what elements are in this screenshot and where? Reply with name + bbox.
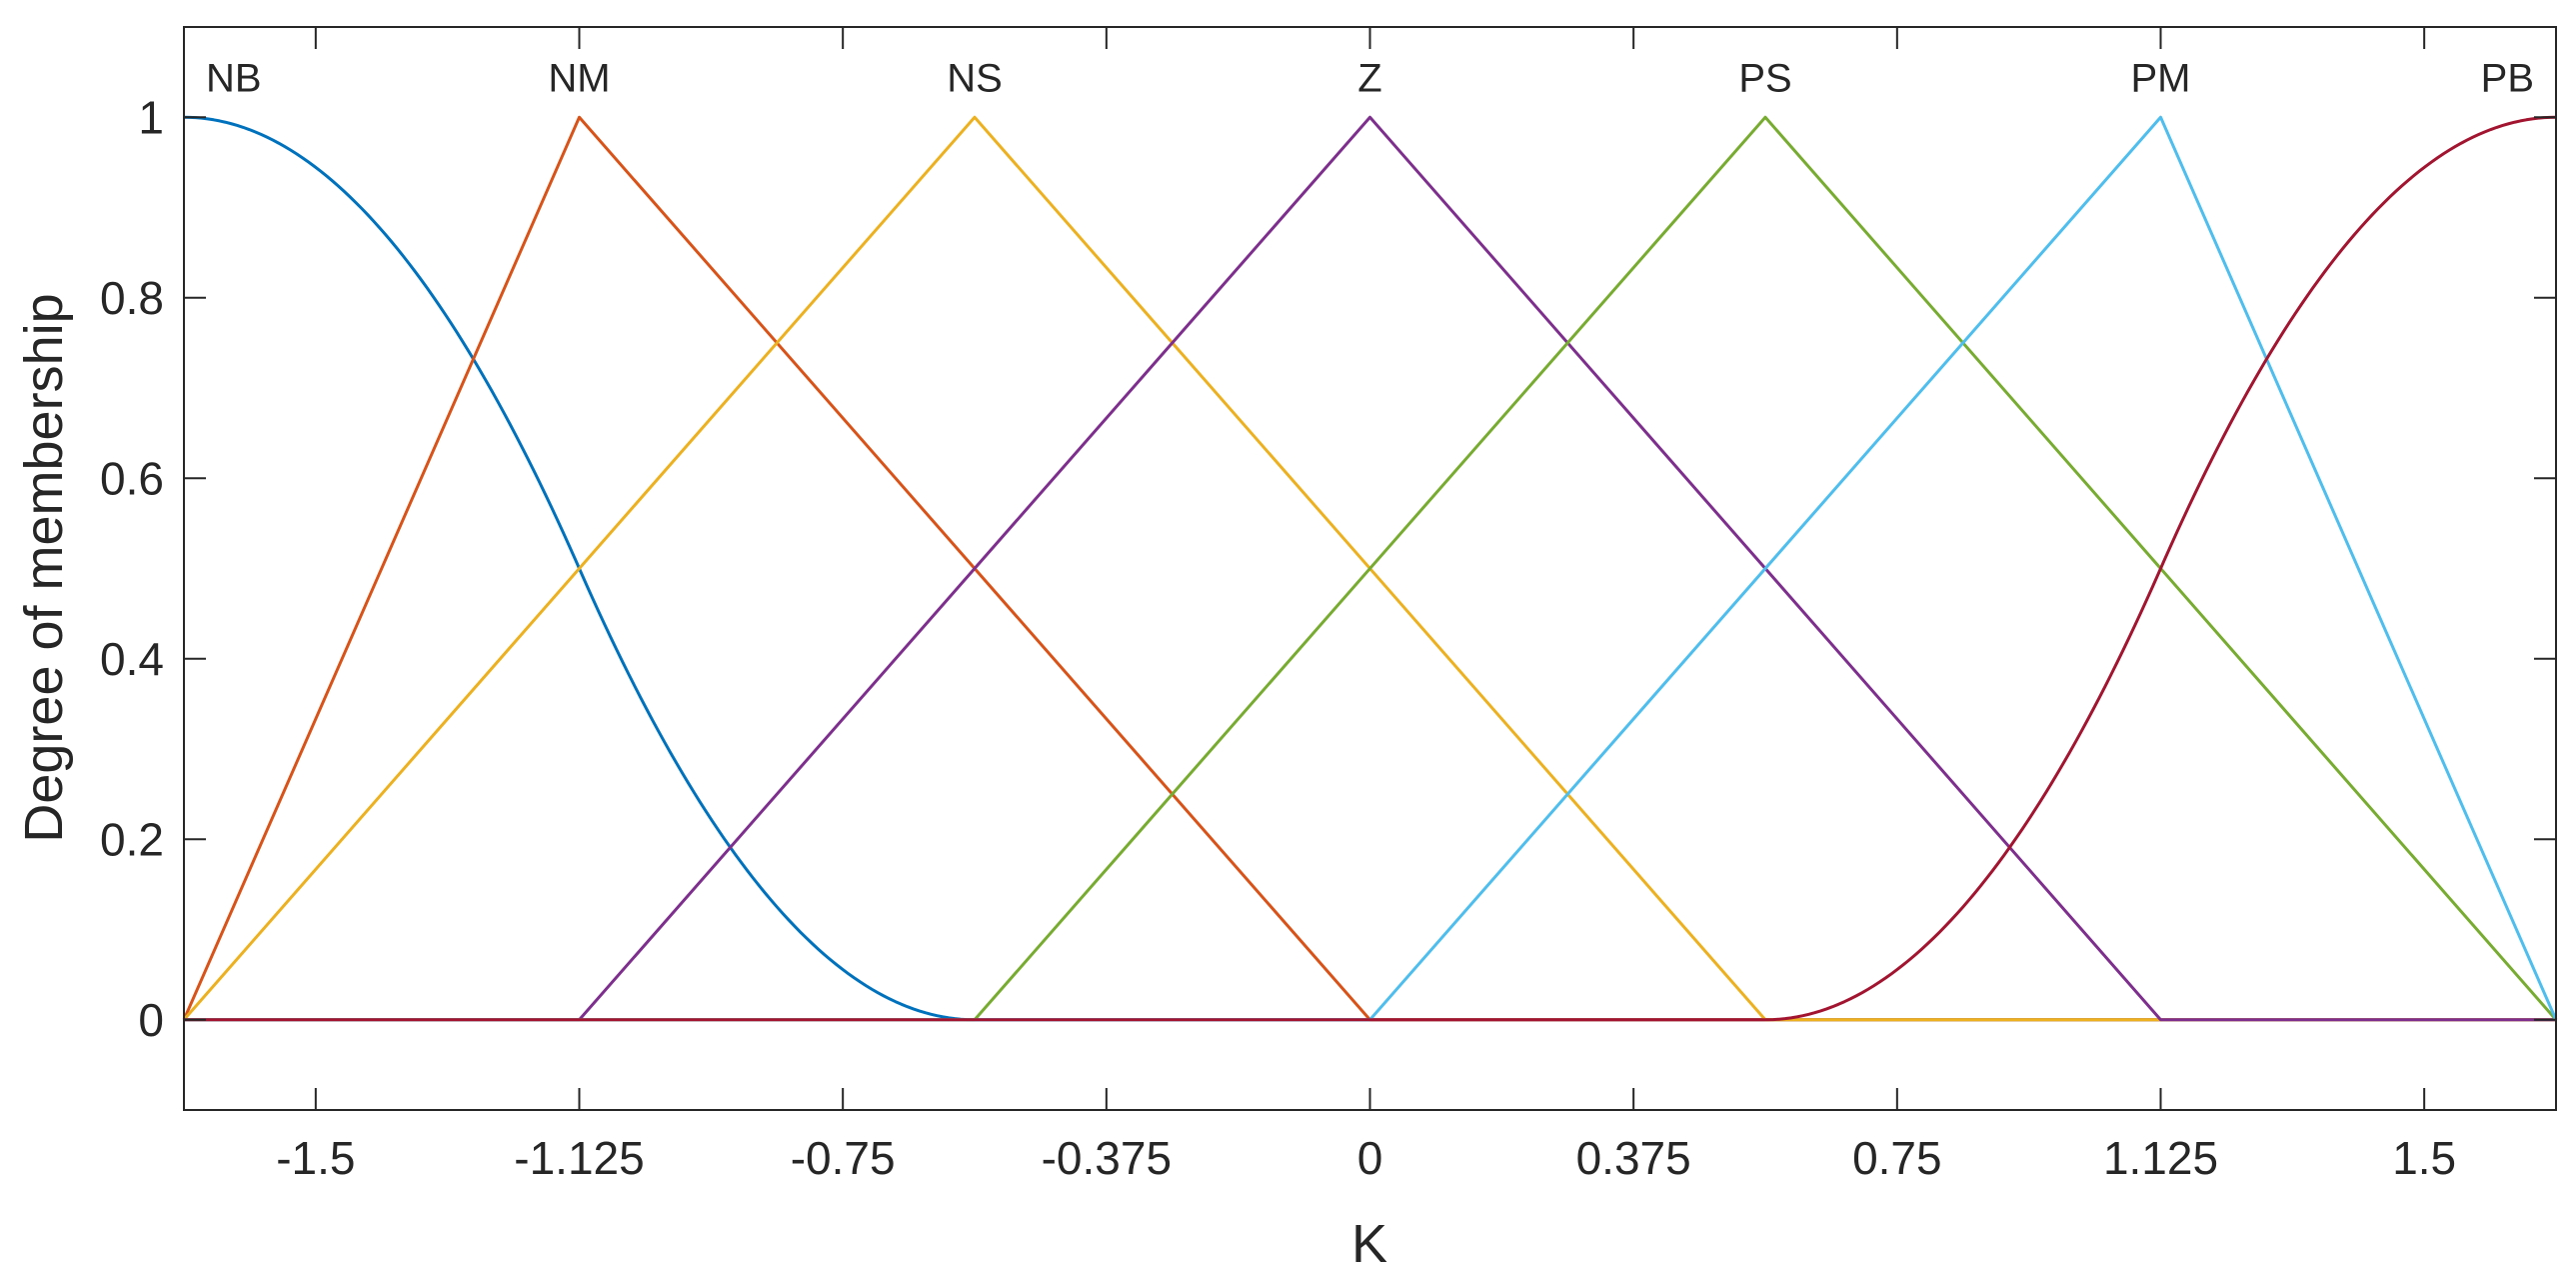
- x-axis-ticks: -1.5 -1.125 -0.75 -0.375 0 0.375 0.75 1.125 1.5: [276, 27, 2456, 1184]
- x-tick-label: -1.5: [276, 1132, 355, 1184]
- series-line-ps: [184, 115, 2558, 1022]
- mf-label-pm: PM: [2131, 56, 2191, 100]
- x-tick-label: 1.5: [2392, 1132, 2456, 1184]
- x-tick-label: 0.375: [1576, 1132, 1691, 1184]
- y-tick-label: 1: [138, 91, 164, 143]
- y-tick-label: 0.2: [100, 813, 164, 865]
- mf-label-z: Z: [1357, 56, 1381, 100]
- y-tick-label: 0.4: [100, 633, 164, 685]
- mf-label-nb: NB: [206, 56, 262, 100]
- x-axis-label: K: [1351, 1214, 1387, 1274]
- y-tick-label: 0: [138, 994, 164, 1046]
- series-line-pb: [184, 115, 2557, 1022]
- membership-curves: [182, 115, 2558, 1022]
- x-tick-label: 1.125: [2103, 1132, 2218, 1184]
- x-tick-label: 0.75: [1852, 1132, 1942, 1184]
- mf-label-pb: PB: [2481, 56, 2534, 100]
- y-axis-ticks: 0 0.2 0.4 0.6 0.8 1: [100, 91, 2556, 1046]
- mf-label-ps: PS: [1738, 56, 1791, 100]
- x-tick-label: -0.375: [1042, 1132, 1172, 1184]
- y-axis-label: Degree of membership: [14, 293, 74, 842]
- mf-label-ns: NS: [947, 56, 1003, 100]
- x-tick-label: -0.75: [791, 1132, 896, 1184]
- x-tick-label: 0: [1357, 1132, 1383, 1184]
- y-tick-label: 0.6: [100, 452, 164, 504]
- y-tick-label: 0.8: [100, 272, 164, 324]
- x-tick-label: -1.125: [514, 1132, 644, 1184]
- mf-label-nm: NM: [548, 56, 610, 100]
- membership-labels: NB NM NS Z PS PM PB: [206, 56, 2534, 100]
